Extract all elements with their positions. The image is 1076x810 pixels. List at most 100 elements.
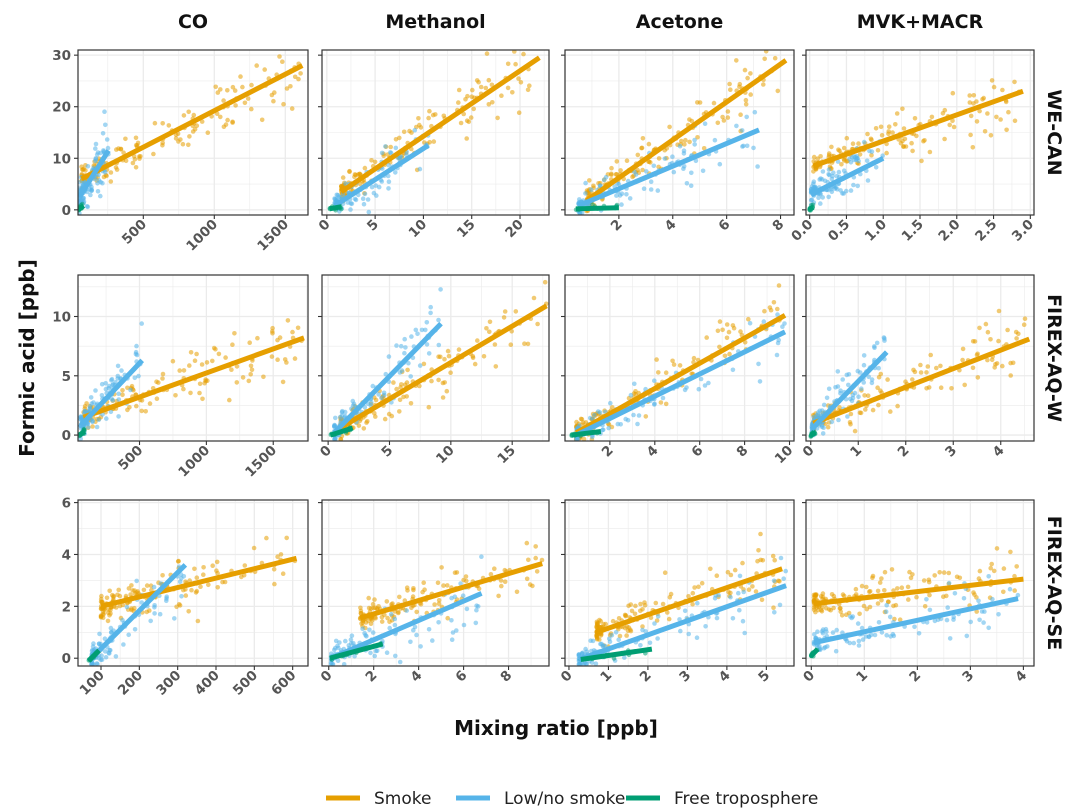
data-point-smoke	[991, 568, 997, 574]
data-point-smoke	[924, 370, 929, 375]
data-point-smoke	[638, 608, 643, 614]
data-point-smoke	[914, 594, 919, 600]
data-point-low-no-smoke	[986, 625, 991, 631]
data-point-smoke	[401, 394, 406, 400]
data-point-low-no-smoke	[579, 210, 585, 215]
data-point-smoke	[863, 407, 868, 412]
data-point-smoke	[818, 154, 823, 159]
data-point-smoke	[844, 135, 850, 141]
panel-border	[321, 499, 550, 667]
data-point-smoke	[717, 319, 723, 324]
data-point-smoke	[690, 601, 695, 607]
data-point-smoke	[289, 106, 295, 111]
data-point-low-no-smoke	[132, 375, 138, 381]
data-point-low-no-smoke	[822, 178, 828, 184]
data-point-smoke	[918, 362, 923, 368]
data-point-smoke	[255, 335, 260, 341]
data-point-smoke	[280, 379, 286, 385]
x-tick-label: 0	[317, 443, 335, 461]
data-point-low-no-smoke	[393, 170, 398, 175]
data-point-low-no-smoke	[741, 589, 746, 595]
data-point-low-no-smoke	[606, 425, 611, 431]
data-point-smoke	[99, 614, 104, 619]
data-point-smoke	[878, 388, 883, 394]
data-point-low-no-smoke	[402, 336, 408, 342]
data-point-low-no-smoke	[370, 383, 376, 389]
data-point-low-no-smoke	[397, 659, 403, 665]
data-point-smoke	[339, 184, 344, 189]
data-point-smoke	[189, 587, 194, 593]
data-point-smoke	[382, 416, 388, 422]
data-point-smoke	[762, 308, 767, 314]
fit-line-smoke	[359, 561, 543, 621]
data-point-low-no-smoke	[741, 143, 746, 149]
data-point-low-no-smoke	[592, 412, 597, 418]
data-point-smoke	[775, 306, 780, 312]
data-point-smoke	[108, 179, 114, 184]
data-point-smoke	[942, 107, 948, 113]
fit-line-smoke	[595, 566, 783, 635]
data-point-smoke	[454, 570, 460, 575]
fit-line-free-troposphere	[78, 203, 86, 212]
data-point-low-no-smoke	[460, 593, 466, 598]
data-point-smoke	[369, 158, 374, 163]
data-point-smoke	[475, 338, 480, 343]
data-point-smoke	[974, 99, 979, 104]
data-point-low-no-smoke	[689, 170, 694, 176]
x-tick-label: 1	[853, 668, 871, 686]
data-point-low-no-smoke	[386, 179, 392, 184]
x-tick-label: 0.0	[788, 217, 816, 245]
data-point-low-no-smoke	[734, 123, 739, 129]
data-point-low-no-smoke	[374, 193, 379, 198]
data-point-smoke	[640, 136, 646, 141]
data-point-smoke	[411, 586, 416, 591]
data-point-low-no-smoke	[739, 128, 745, 133]
data-point-low-no-smoke	[736, 590, 741, 596]
data-point-smoke	[249, 367, 255, 373]
data-point-smoke	[1008, 549, 1013, 555]
data-point-smoke	[898, 140, 904, 146]
x-tick-label: 2.5	[972, 217, 1000, 245]
data-point-smoke	[275, 357, 280, 363]
data-point-smoke	[840, 592, 846, 597]
x-tick-label: 15	[494, 443, 519, 468]
data-point-smoke	[967, 93, 972, 98]
data-point-smoke	[910, 572, 915, 577]
data-point-low-no-smoke	[369, 184, 375, 190]
y-tick-label: 10	[52, 310, 71, 326]
data-point-low-no-smoke	[867, 148, 872, 154]
data-point-low-no-smoke	[373, 648, 379, 654]
data-point-low-no-smoke	[172, 616, 177, 621]
data-point-low-no-smoke	[632, 381, 637, 387]
data-point-low-no-smoke	[102, 649, 108, 654]
data-point-low-no-smoke	[408, 639, 413, 645]
data-point-low-no-smoke	[818, 201, 823, 206]
panel-border	[805, 274, 1035, 442]
data-point-low-no-smoke	[386, 186, 391, 191]
data-point-smoke	[516, 110, 522, 115]
data-point-smoke	[635, 152, 641, 158]
data-point-smoke	[177, 368, 182, 373]
data-point-smoke	[98, 599, 104, 605]
data-point-smoke	[877, 580, 883, 585]
data-point-smoke	[941, 594, 946, 599]
x-tick-label: 0	[800, 443, 818, 461]
data-point-smoke	[366, 595, 372, 601]
data-point-smoke	[484, 326, 489, 331]
data-point-smoke	[456, 87, 462, 93]
data-point-smoke	[988, 337, 993, 342]
data-point-low-no-smoke	[99, 393, 105, 398]
data-point-low-no-smoke	[827, 172, 832, 178]
data-point-low-no-smoke	[836, 417, 841, 423]
data-point-low-no-smoke	[698, 376, 704, 382]
data-point-smoke	[270, 331, 275, 336]
data-point-low-no-smoke	[595, 409, 601, 414]
data-point-low-no-smoke	[981, 620, 986, 625]
fit-lines	[809, 336, 1031, 438]
data-point-low-no-smoke	[833, 385, 838, 390]
data-point-smoke	[234, 364, 240, 369]
data-point-smoke	[501, 315, 507, 320]
data-point-smoke	[221, 98, 226, 103]
data-point-low-no-smoke	[774, 352, 780, 358]
data-point-smoke	[894, 111, 900, 116]
